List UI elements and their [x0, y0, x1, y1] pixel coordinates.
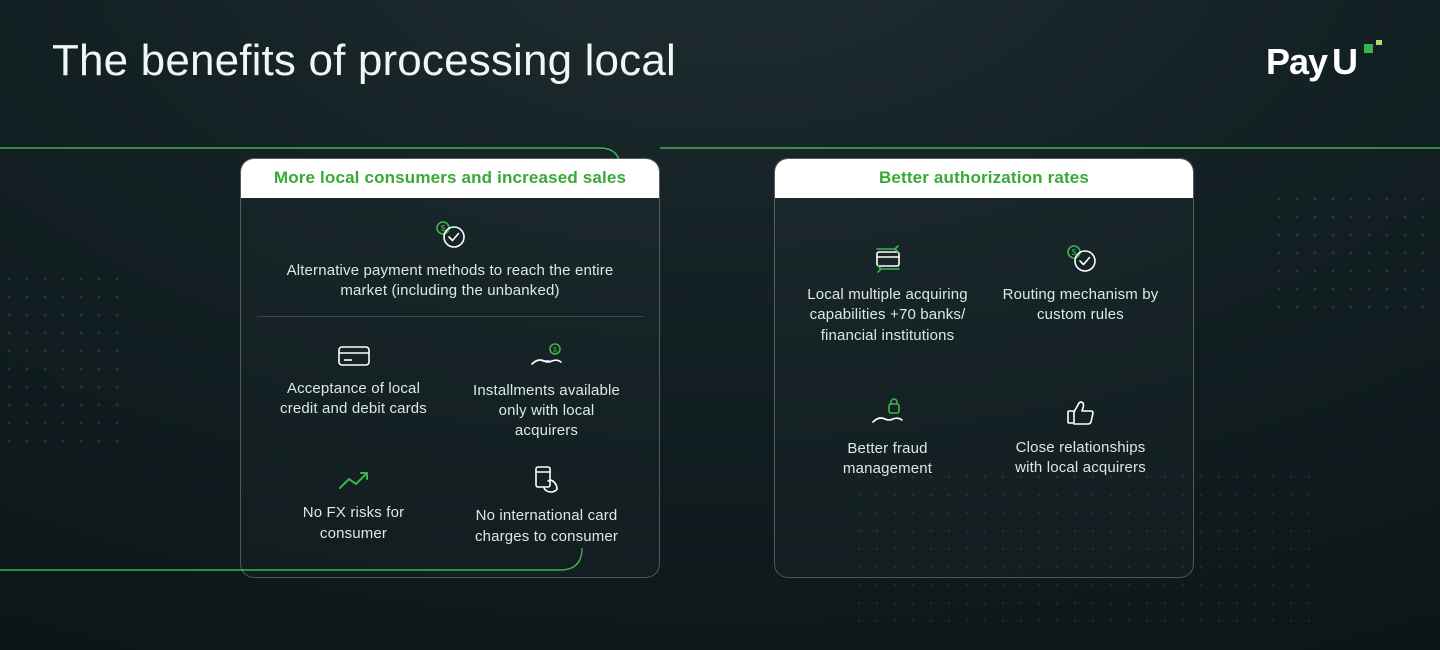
dollar-check-icon: $ — [1063, 242, 1099, 276]
benefit-item: $ Alternative payment methods to reach t… — [257, 212, 643, 317]
benefit-label: No FX risks for consumer — [273, 503, 434, 544]
card-body: Local multiple acquiring capabilities +7… — [775, 198, 1193, 513]
card-auth-rates: Better authorization rates Local multipl… — [774, 158, 1194, 578]
benefit-item: Local multiple acquiring capabilities +7… — [791, 232, 984, 358]
card-header: More local consumers and increased sales — [241, 159, 659, 198]
svg-text:U: U — [1332, 41, 1358, 82]
benefit-label: Better fraud management — [807, 439, 968, 480]
card-icon — [337, 339, 371, 373]
benefit-item: No international card charges to consume… — [450, 453, 643, 559]
benefit-label: Acceptance of local credit and debit car… — [273, 379, 434, 420]
benefit-item: $ Installments available only with local… — [450, 329, 643, 454]
dollar-check-icon: $ — [432, 218, 468, 252]
card-body: $ Alternative payment methods to reach t… — [241, 198, 659, 577]
chart-up-icon — [337, 463, 371, 497]
hand-coin-icon: $ — [529, 339, 565, 373]
benefit-grid: Local multiple acquiring capabilities +7… — [791, 220, 1177, 491]
benefit-grid: Acceptance of local credit and debit car… — [257, 317, 643, 559]
payu-logo: Pay U — [1266, 40, 1396, 91]
cards-row: More local consumers and increased sales… — [240, 158, 1194, 578]
hand-lock-icon — [869, 396, 907, 430]
svg-text:Pay: Pay — [1266, 41, 1328, 82]
card-header: Better authorization rates — [775, 159, 1193, 198]
benefit-item: No FX risks for consumer — [257, 453, 450, 559]
card-cycle-icon — [868, 242, 908, 276]
dot-grid-left — [0, 270, 120, 450]
benefit-label: Alternative payment methods to reach the… — [285, 261, 615, 302]
card-consumers: More local consumers and increased sales… — [240, 158, 660, 578]
dot-grid-right-a — [1270, 190, 1440, 320]
page-title: The benefits of processing local — [52, 36, 676, 86]
benefit-label: Routing mechanism by custom rules — [1000, 285, 1161, 326]
benefit-label: Local multiple acquiring capabilities +7… — [807, 285, 968, 346]
svg-text:$: $ — [552, 347, 556, 354]
benefit-item: Close relationships with local acquirers — [984, 386, 1177, 492]
benefit-item: Acceptance of local credit and debit car… — [257, 329, 450, 454]
benefit-item: $ Routing mechanism by custom rules — [984, 232, 1177, 358]
benefit-item: Better fraud management — [791, 386, 984, 492]
benefit-label: Installments available only with local a… — [466, 381, 627, 442]
thumbs-up-icon — [1065, 396, 1097, 430]
card-tap-icon — [530, 463, 564, 497]
benefit-label: No international card charges to consume… — [466, 506, 627, 547]
benefit-label: Close relationships with local acquirers — [1000, 438, 1161, 479]
